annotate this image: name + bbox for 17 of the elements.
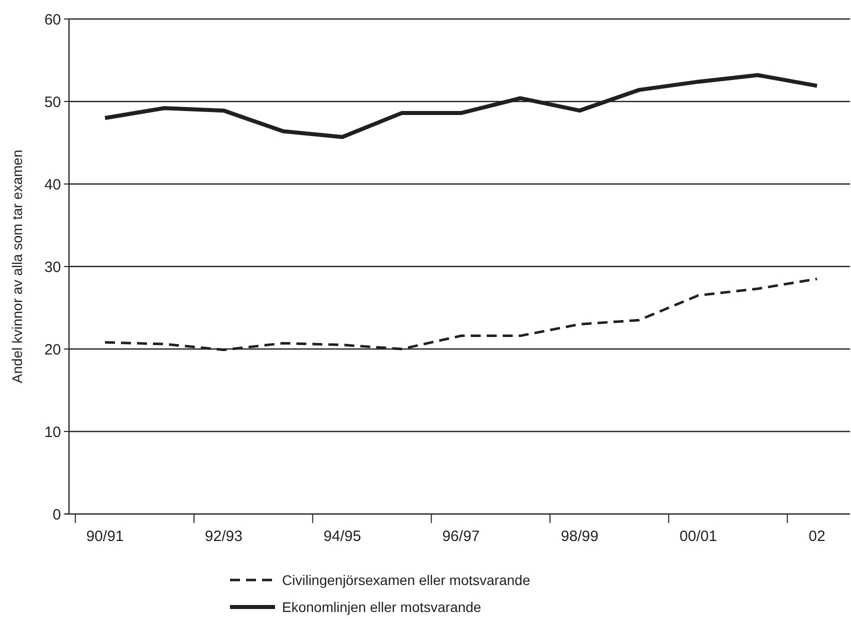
x-tick-label: 90/91	[86, 528, 124, 545]
legend-label: Civilingenjörsexamen eller motsvarande	[282, 572, 530, 588]
y-axis-title: Andel kvinnor av alla som tar examen	[9, 150, 25, 384]
x-tick-label: 94/95	[324, 528, 362, 545]
legend-label: Ekonomlinjen eller motsvarande	[282, 598, 482, 615]
y-tick-label: 10	[44, 424, 61, 441]
y-tick-label: 0	[52, 506, 61, 524]
x-tick-label: 92/93	[204, 528, 242, 545]
x-tick-label: 02	[808, 528, 826, 545]
y-tick-label: 30	[44, 258, 61, 276]
y-tick-label: 40	[44, 176, 61, 194]
y-tick-label: 20	[44, 341, 61, 358]
x-tick-label: 96/97	[442, 528, 480, 545]
y-tick-label: 60	[44, 11, 61, 28]
x-tick-label: 98/99	[560, 528, 598, 545]
x-tick-label: 00/01	[680, 528, 718, 545]
y-tick-label: 50	[44, 94, 61, 111]
